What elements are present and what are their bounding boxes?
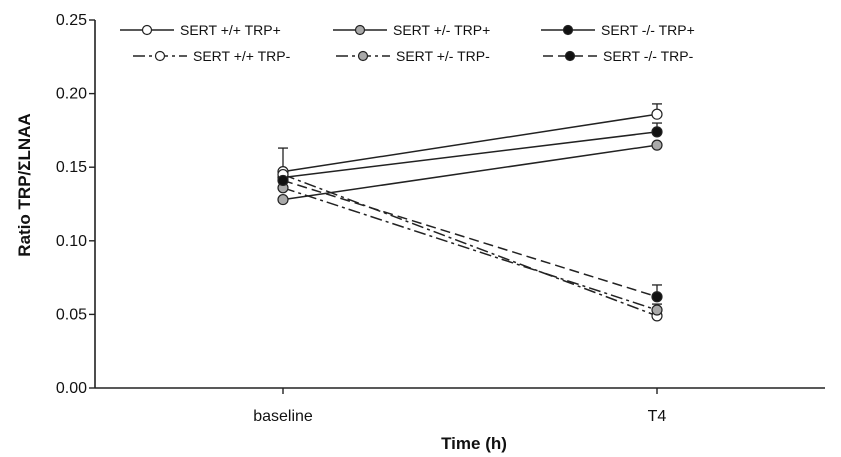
data-point [651,304,663,316]
error-bars [278,103,662,310]
series-line [282,173,658,317]
data-point [651,139,663,151]
data-point [277,174,289,187]
x-tick-label: T4 [648,408,667,425]
legend-item: SERT +/- TRP+ [333,22,490,38]
y-tick-label: 0.25 [56,12,87,29]
legend-label: SERT +/- TRP- [396,48,490,64]
legend-marker [354,24,366,36]
markers [277,108,663,322]
series-line [282,131,658,179]
legend: SERT +/+ TRP+ SERT +/- TRP+ SERT -/- TRP+ S… [120,22,695,64]
y-tick-label: 0.05 [56,306,87,323]
y-axis-title: Ratio TRP/ΣLNAA [15,113,34,256]
y-ticks: 0.00 0.05 0.10 0.15 0.20 0.25 [56,12,95,397]
legend-marker [154,50,166,62]
legend-marker [141,24,153,36]
series-line [282,113,658,173]
legend-marker [564,50,576,62]
y-tick-label: 0.15 [56,159,87,176]
data-point [651,126,663,138]
legend-item: SERT +/+ TRP+ [120,22,281,38]
legend-marker [562,24,574,36]
legend-item: SERT +/- TRP- [336,48,490,64]
legend-item: SERT +/+ TRP- [133,48,291,64]
legend-item: SERT -/- TRP- [543,48,694,64]
legend-marker [357,50,369,62]
series-line [282,144,658,201]
y-tick-label: 0.10 [56,233,87,250]
axes [94,20,825,389]
legend-label: SERT -/- TRP+ [601,22,695,38]
legend-label: SERT +/+ TRP+ [180,22,281,38]
x-axis-title: Time (h) [441,434,507,453]
legend-item: SERT -/- TRP+ [541,22,695,38]
data-point [651,108,663,120]
x-ticks: baseline T4 [253,388,666,425]
series-lines [282,113,658,317]
y-tick-label: 0.00 [56,380,87,397]
legend-label: SERT +/+ TRP- [193,48,291,64]
y-tick-label: 0.20 [56,86,87,103]
series-line [282,179,658,298]
legend-label: SERT +/- TRP+ [393,22,490,38]
data-point [277,193,289,206]
data-point [651,291,663,303]
series-line [282,187,658,311]
x-tick-label: baseline [253,408,313,425]
legend-label: SERT -/- TRP- [603,48,694,64]
